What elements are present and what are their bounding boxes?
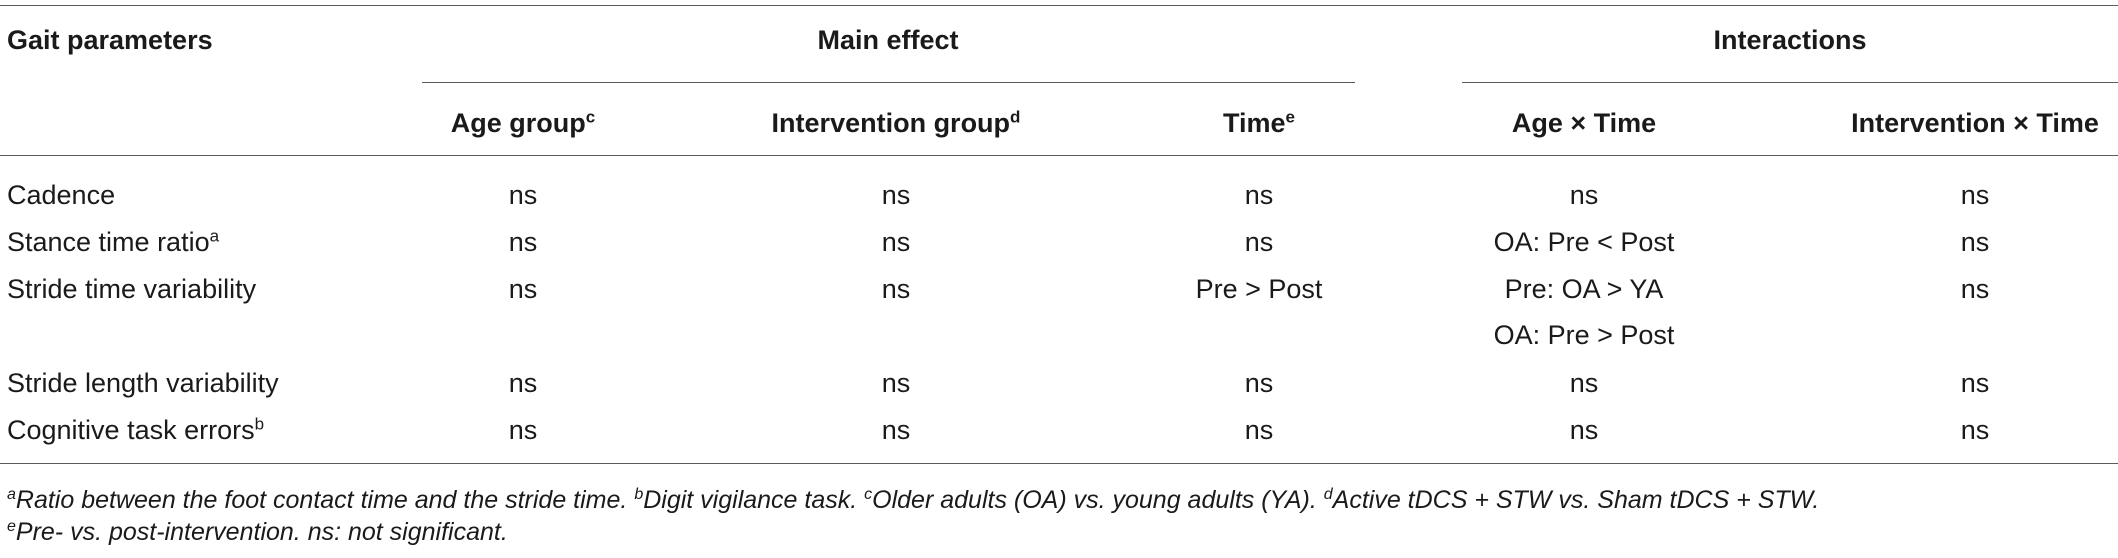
row-label-stance-time-ratio: Stance time ratioa [7,226,220,257]
row-label-stance-sup: a [209,226,220,246]
cell-stride-length-age-x-time: ns [1569,368,1599,398]
cell-cadence-intervention-x-time: ns [1960,180,1990,210]
cell-cognitive-intervention: ns [881,415,911,445]
row-label-cadence: Cadence [7,180,116,210]
header-age-group: Age groupc [450,107,596,138]
cell-stride-time-intervention: ns [881,274,911,304]
footnote-b-sup: b [634,486,644,504]
cell-cognitive-intervention-x-time: ns [1960,415,1990,445]
footnote-e-text: Pre- vs. post-intervention. ns: not sign… [15,518,508,546]
footnote-d-text: Active tDCS + STW vs. Sham tDCS + STW. [1332,486,1820,514]
top-rule [0,5,2118,6]
header-interactions: Interactions [1713,25,1867,55]
cell-stride-time-age-x-time-extra: OA: Pre > Post [1493,320,1675,350]
cell-cadence-age: ns [508,180,538,210]
cell-stride-length-intervention: ns [881,368,911,398]
cell-cadence-time: ns [1244,180,1274,210]
footnote-d-sup: d [1323,486,1333,504]
footnote-e-sup: e [7,518,16,536]
header-age-x-time: Age × Time [1511,108,1657,138]
footnote-line-1: aRatio between the foot contact time and… [7,485,1819,515]
header-main-effect: Main effect [817,25,959,55]
row-label-cognitive-task-errors: Cognitive task errorsb [7,414,265,445]
main-effect-underline [422,82,1355,83]
cell-cognitive-time: ns [1244,415,1274,445]
cell-stance-intervention-x-time: ns [1960,227,1990,257]
row-label-stride-time-variability: Stride time variability [7,274,257,304]
cell-stance-time: ns [1244,227,1274,257]
footnote-a-text: Ratio between the foot contact time and … [15,486,635,514]
cell-cadence-intervention: ns [881,180,911,210]
footnote-c-text: Older adults (OA) vs. young adults (YA). [872,486,1324,514]
footnote-c-sup: c [864,486,873,504]
header-age-group-sup: c [585,107,596,127]
footnote-line-2: ePre- vs. post-intervention. ns: not sig… [7,517,508,547]
cell-stride-time-intervention-x-time: ns [1960,274,1990,304]
header-intervention-group-sup: d [1010,107,1021,127]
cell-cadence-age-x-time: ns [1569,180,1599,210]
cell-stride-length-age: ns [508,368,538,398]
row-label-stride-length-variability: Stride length variability [7,368,279,398]
header-time: Timee [1223,107,1295,138]
cell-stance-age-x-time: OA: Pre < Post [1493,227,1675,257]
cell-stride-length-time: ns [1244,368,1274,398]
header-intervention-group: Intervention groupd [771,107,1021,138]
header-time-sup: e [1285,107,1295,127]
row-label-cognitive-sup: b [254,414,265,434]
cell-stride-length-intervention-x-time: ns [1960,368,1990,398]
cell-stance-age: ns [508,227,538,257]
footnote-a-sup: a [7,486,16,504]
cell-stance-intervention: ns [881,227,911,257]
cell-cognitive-age: ns [508,415,538,445]
table-bottom-rule [0,463,2118,464]
footnote-b-text: Digit vigilance task. [643,486,865,514]
cell-cognitive-age-x-time: ns [1569,415,1599,445]
header-intervention-x-time: Intervention × Time [1851,108,2099,138]
cell-stride-time-age-x-time: Pre: OA > YA [1504,274,1664,304]
cell-stride-time-age: ns [508,274,538,304]
interactions-underline [1462,82,2118,83]
cell-stride-time-time: Pre > Post [1195,274,1323,304]
header-bottom-rule [0,155,2118,156]
header-gait-parameters: Gait parameters [7,25,213,55]
